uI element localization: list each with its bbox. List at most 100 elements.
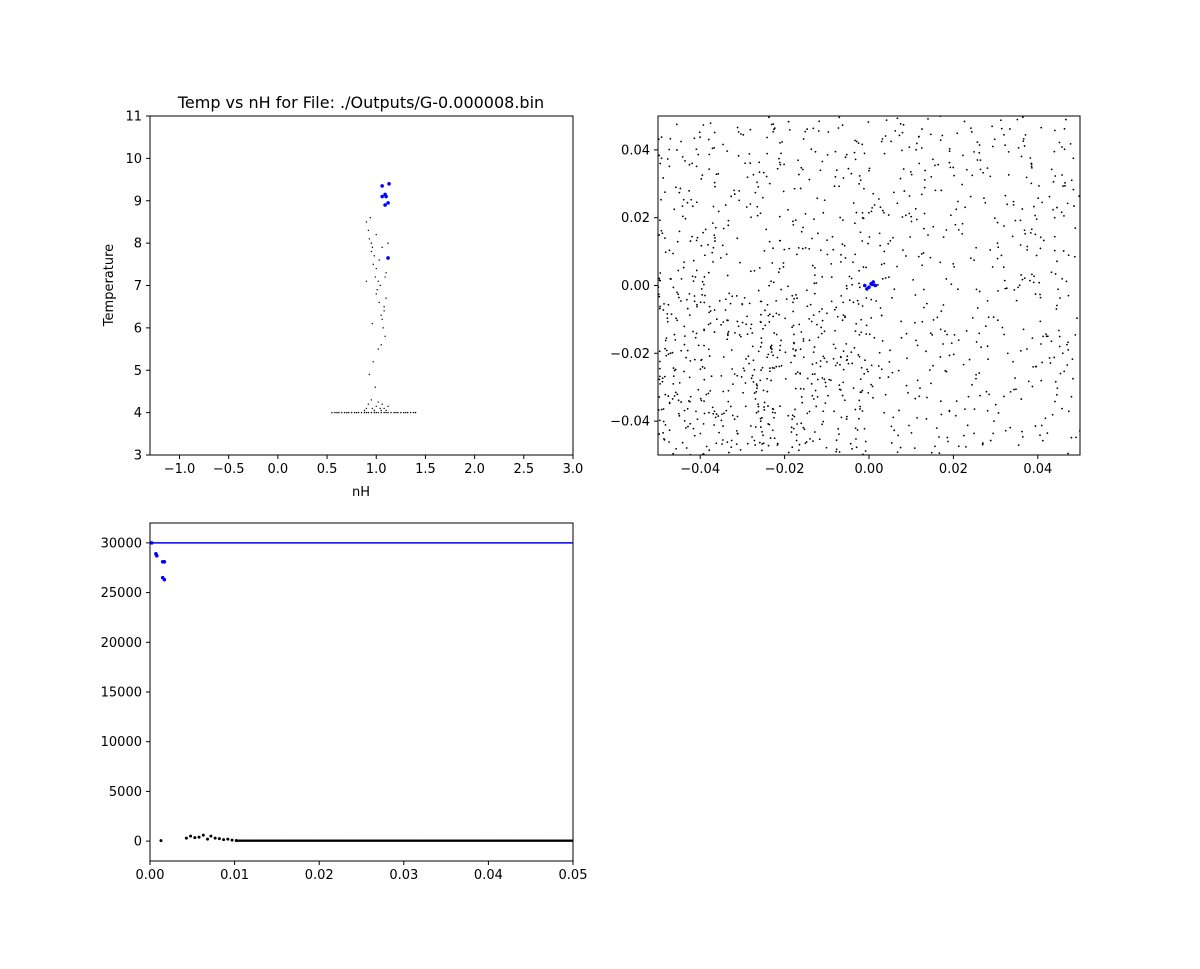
- particle-point: [949, 166, 952, 169]
- particle-point: [658, 433, 661, 435]
- particle-point: [775, 333, 778, 336]
- particle-point: [835, 450, 838, 453]
- particle-point: [964, 408, 966, 411]
- particle-point: [905, 255, 907, 257]
- particle-point: [688, 189, 691, 192]
- particle-point: [793, 354, 796, 357]
- particle-point: [761, 430, 763, 433]
- particle-point: [920, 252, 923, 255]
- data-point: [395, 411, 397, 414]
- particle-point: [660, 408, 663, 411]
- particle-point: [845, 342, 848, 345]
- particle-point: [792, 333, 795, 336]
- particle-point: [768, 423, 771, 426]
- particle-point: [702, 231, 705, 234]
- particle-point: [897, 434, 900, 437]
- particle-point: [1026, 248, 1029, 251]
- particle-point: [954, 223, 957, 226]
- particle-point: [1000, 127, 1003, 130]
- particle-point: [766, 136, 768, 139]
- particle-point: [984, 201, 987, 204]
- particle-point: [725, 253, 728, 256]
- particle-point: [766, 303, 769, 306]
- particle-point: [877, 284, 879, 286]
- particle-point: [709, 122, 712, 125]
- particle-point: [768, 313, 771, 316]
- data-point: [365, 411, 368, 414]
- particle-point: [681, 215, 684, 218]
- particle-point: [792, 324, 795, 327]
- particle-point: [768, 284, 771, 287]
- particle-point: [1040, 379, 1043, 382]
- particle-point: [1022, 140, 1025, 143]
- particle-point: [686, 307, 689, 310]
- particle-point: [880, 314, 883, 317]
- particle-point: [923, 212, 926, 215]
- particle-point: [860, 366, 863, 369]
- particle-point: [713, 424, 716, 426]
- particle-point: [677, 412, 680, 415]
- particle-point: [860, 318, 863, 321]
- particle-point: [1040, 126, 1043, 129]
- particle-point: [890, 442, 893, 444]
- data-point: [162, 559, 167, 564]
- particle-point: [778, 267, 781, 270]
- particle-point: [840, 416, 843, 419]
- particle-point: [802, 426, 805, 429]
- particle-point: [825, 360, 828, 363]
- particle-point: [735, 429, 738, 432]
- data-point: [150, 541, 154, 545]
- particle-point: [658, 419, 661, 422]
- particle-point: [1053, 356, 1056, 359]
- data-point: [873, 283, 878, 288]
- data-point: [197, 835, 201, 839]
- particle-point: [711, 251, 714, 254]
- particle-point: [722, 143, 724, 146]
- particle-point: [754, 398, 757, 400]
- particle-point: [691, 205, 694, 208]
- particle-point: [993, 420, 995, 423]
- particle-point: [802, 138, 805, 140]
- particle-point: [971, 316, 974, 319]
- particle-point: [910, 173, 913, 176]
- particle-point: [1032, 281, 1035, 284]
- particle-point: [917, 255, 920, 258]
- particle-point: [1053, 249, 1056, 252]
- particle-point: [709, 310, 712, 312]
- particle-point: [906, 357, 908, 360]
- particle-point: [877, 198, 880, 200]
- particle-point: [680, 277, 683, 280]
- particle-point: [731, 295, 734, 298]
- particle-point: [952, 166, 955, 169]
- particle-point: [1045, 333, 1047, 336]
- particle-point: [666, 312, 669, 315]
- particle-point: [813, 431, 816, 433]
- particle-point: [1035, 218, 1038, 221]
- x-tick-label: 3.0: [563, 462, 584, 477]
- particle-point: [967, 395, 970, 398]
- particle-point: [964, 206, 967, 209]
- particle-point: [775, 300, 778, 302]
- particle-point: [916, 416, 918, 419]
- particle-point: [1065, 280, 1068, 283]
- particle-point: [779, 405, 781, 408]
- particle-point: [837, 427, 840, 430]
- particle-point: [765, 228, 768, 231]
- particle-point: [850, 172, 853, 175]
- particle-point: [930, 451, 933, 454]
- particle-point: [784, 378, 787, 380]
- particle-point: [803, 428, 806, 431]
- particle-point: [712, 205, 715, 208]
- particle-point: [921, 128, 923, 130]
- particle-point: [658, 307, 661, 310]
- particle-point: [727, 224, 730, 227]
- particle-point: [801, 247, 804, 250]
- particle-point: [755, 411, 758, 414]
- particle-point: [867, 211, 870, 214]
- particle-point: [665, 349, 668, 352]
- particle-point: [837, 127, 840, 129]
- particle-point: [832, 248, 835, 251]
- particle-point: [689, 395, 692, 398]
- particle-point: [680, 349, 683, 352]
- particle-point: [736, 126, 739, 129]
